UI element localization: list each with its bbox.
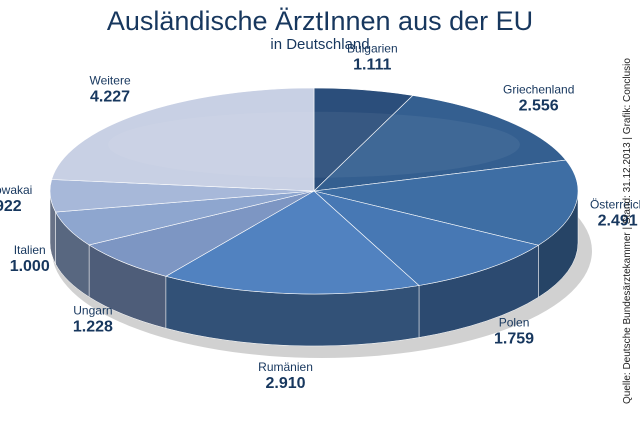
label-name: Italien <box>14 243 46 257</box>
label-slowakai: Slowakai922 <box>0 183 32 215</box>
label-name: Österreich <box>590 197 640 211</box>
label-value: 1.111 <box>353 56 391 73</box>
pie-slice-griechenland <box>313 95 567 192</box>
pie-slice-weitere <box>51 87 315 192</box>
pie-slice-polen <box>313 190 540 286</box>
label-value: 1.000 <box>10 258 50 275</box>
pie-slice-rumaenien <box>165 190 420 295</box>
label-value: 922 <box>0 198 22 215</box>
label-name: Bulgarien <box>347 41 398 55</box>
label-name: Ungarn <box>73 303 112 317</box>
label-name: Weitere <box>89 73 130 87</box>
chart-title: Ausländische ÄrztInnen aus der EU <box>106 6 534 36</box>
label-value: 2.910 <box>266 375 306 392</box>
label-name: Griechenland <box>503 82 574 96</box>
pie-highlight <box>108 111 520 178</box>
label-name: Slowakai <box>0 183 32 197</box>
label-value: 4.227 <box>90 88 130 105</box>
label-name: Polen <box>499 315 530 329</box>
label-value: 1.759 <box>494 330 534 347</box>
pie-slice-ungarn <box>88 190 315 277</box>
label-value: 1.228 <box>73 318 113 335</box>
pie-slice-oesterreich <box>313 159 579 246</box>
chart-subtitle: in Deutschland <box>270 36 370 53</box>
label-name: Rumänien <box>258 360 313 374</box>
label-value: 2.491 <box>598 212 638 229</box>
source-note: Quelle: Deutsche Bundesärztekammer | Sta… <box>622 58 633 404</box>
label-value: 2.556 <box>519 97 559 114</box>
